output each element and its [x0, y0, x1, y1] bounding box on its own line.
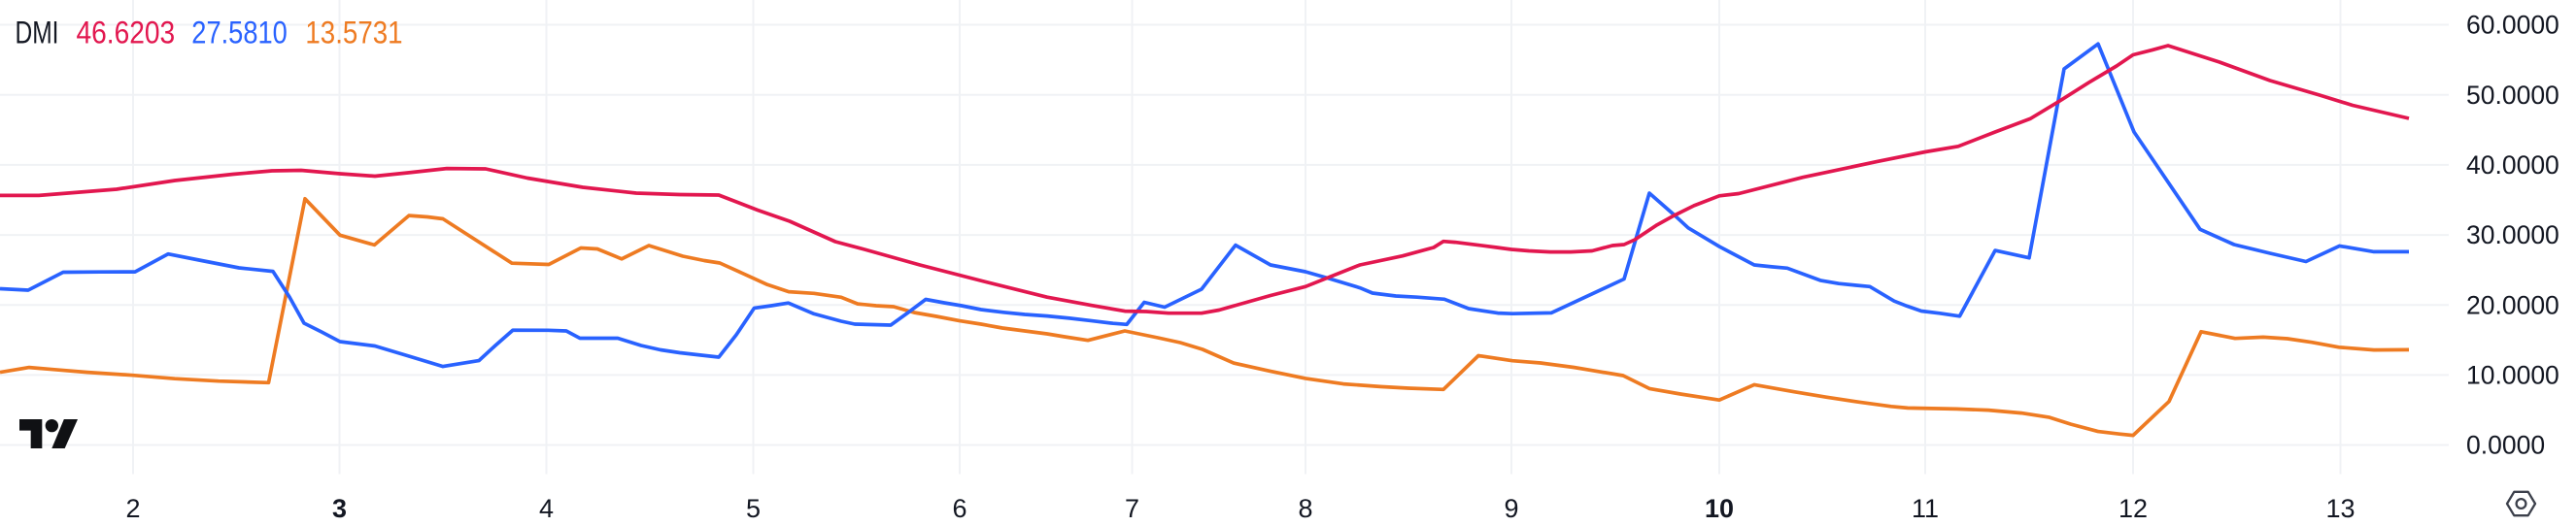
svg-text:7: 7: [1125, 494, 1139, 523]
svg-text:27.5810: 27.5810: [191, 16, 287, 50]
svg-text:10: 10: [1705, 494, 1734, 523]
svg-text:30.0000: 30.0000: [2466, 220, 2559, 249]
svg-text:11: 11: [1912, 494, 1939, 523]
svg-text:12: 12: [2118, 494, 2148, 523]
svg-text:60.0000: 60.0000: [2466, 11, 2559, 40]
svg-text:40.0000: 40.0000: [2466, 150, 2559, 180]
svg-text:9: 9: [1504, 494, 1518, 523]
svg-text:5: 5: [746, 494, 761, 523]
svg-text:46.6203: 46.6203: [77, 16, 176, 50]
svg-text:10.0000: 10.0000: [2466, 361, 2559, 390]
svg-text:2: 2: [125, 494, 140, 523]
svg-text:50.0000: 50.0000: [2466, 81, 2559, 110]
svg-text:20.0000: 20.0000: [2466, 290, 2559, 319]
svg-text:4: 4: [539, 494, 554, 523]
svg-text:0.0000: 0.0000: [2466, 431, 2545, 460]
svg-text:8: 8: [1298, 494, 1312, 523]
svg-text:3: 3: [332, 494, 347, 523]
svg-text:6: 6: [952, 494, 966, 523]
svg-text:13: 13: [2325, 494, 2355, 523]
svg-text:DMI: DMI: [16, 16, 59, 50]
svg-text:13.5731: 13.5731: [305, 16, 402, 50]
